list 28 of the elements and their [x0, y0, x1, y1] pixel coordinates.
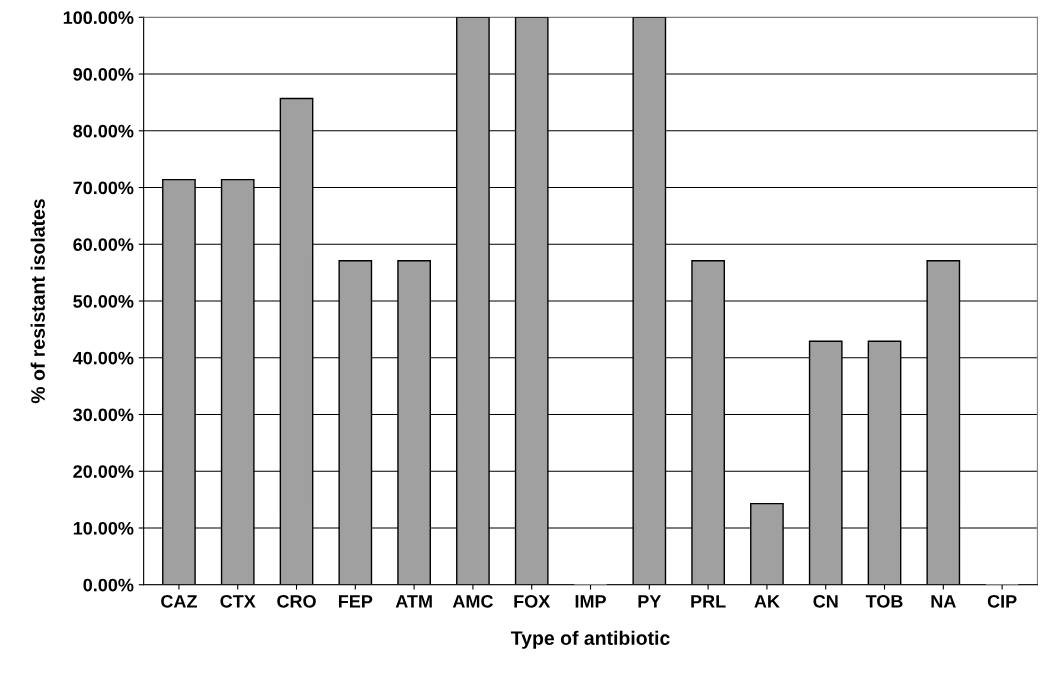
x-tick-label: CIP: [987, 594, 1017, 608]
y-tick-label: 100.00%: [63, 11, 134, 25]
y-tick-label: 50.00%: [73, 294, 134, 308]
x-tick-label: CTX: [220, 594, 256, 608]
x-tick-label: IMP: [575, 595, 606, 608]
x-tick-label: CRO: [277, 594, 316, 608]
y-tick-label: 70.00%: [73, 181, 134, 195]
y-tick-label: 30.00%: [73, 408, 134, 422]
y-tick-label: 40.00%: [72, 351, 134, 365]
x-tick-label: TOB: [865, 594, 903, 608]
x-tick-label: PRL: [691, 595, 726, 608]
y-axis-title: % of resistant isolates: [30, 199, 45, 404]
x-tick-label: CN: [813, 594, 838, 608]
x-tick-label: FOX: [514, 594, 551, 608]
x-tick-label: AK: [754, 595, 780, 608]
y-tick-label: 0.00%: [83, 578, 134, 592]
x-tick-label: ATM: [395, 595, 432, 608]
y-tick-label: 20.00%: [73, 465, 134, 478]
x-tick-label: AMC: [452, 594, 493, 608]
y-tick-label: 10.00%: [73, 521, 134, 535]
y-tick-label: 60.00%: [73, 238, 134, 251]
x-tick-label: CAZ: [161, 594, 197, 608]
y-tick-label: 90.00%: [73, 67, 134, 81]
x-tick-label: FEP: [338, 595, 373, 608]
x-axis-title: Type of antibiotic: [510, 630, 670, 649]
y-tick-label: 80.00%: [73, 124, 134, 138]
x-tick-label: PY: [638, 595, 662, 608]
x-tick-label: NA: [931, 595, 956, 608]
